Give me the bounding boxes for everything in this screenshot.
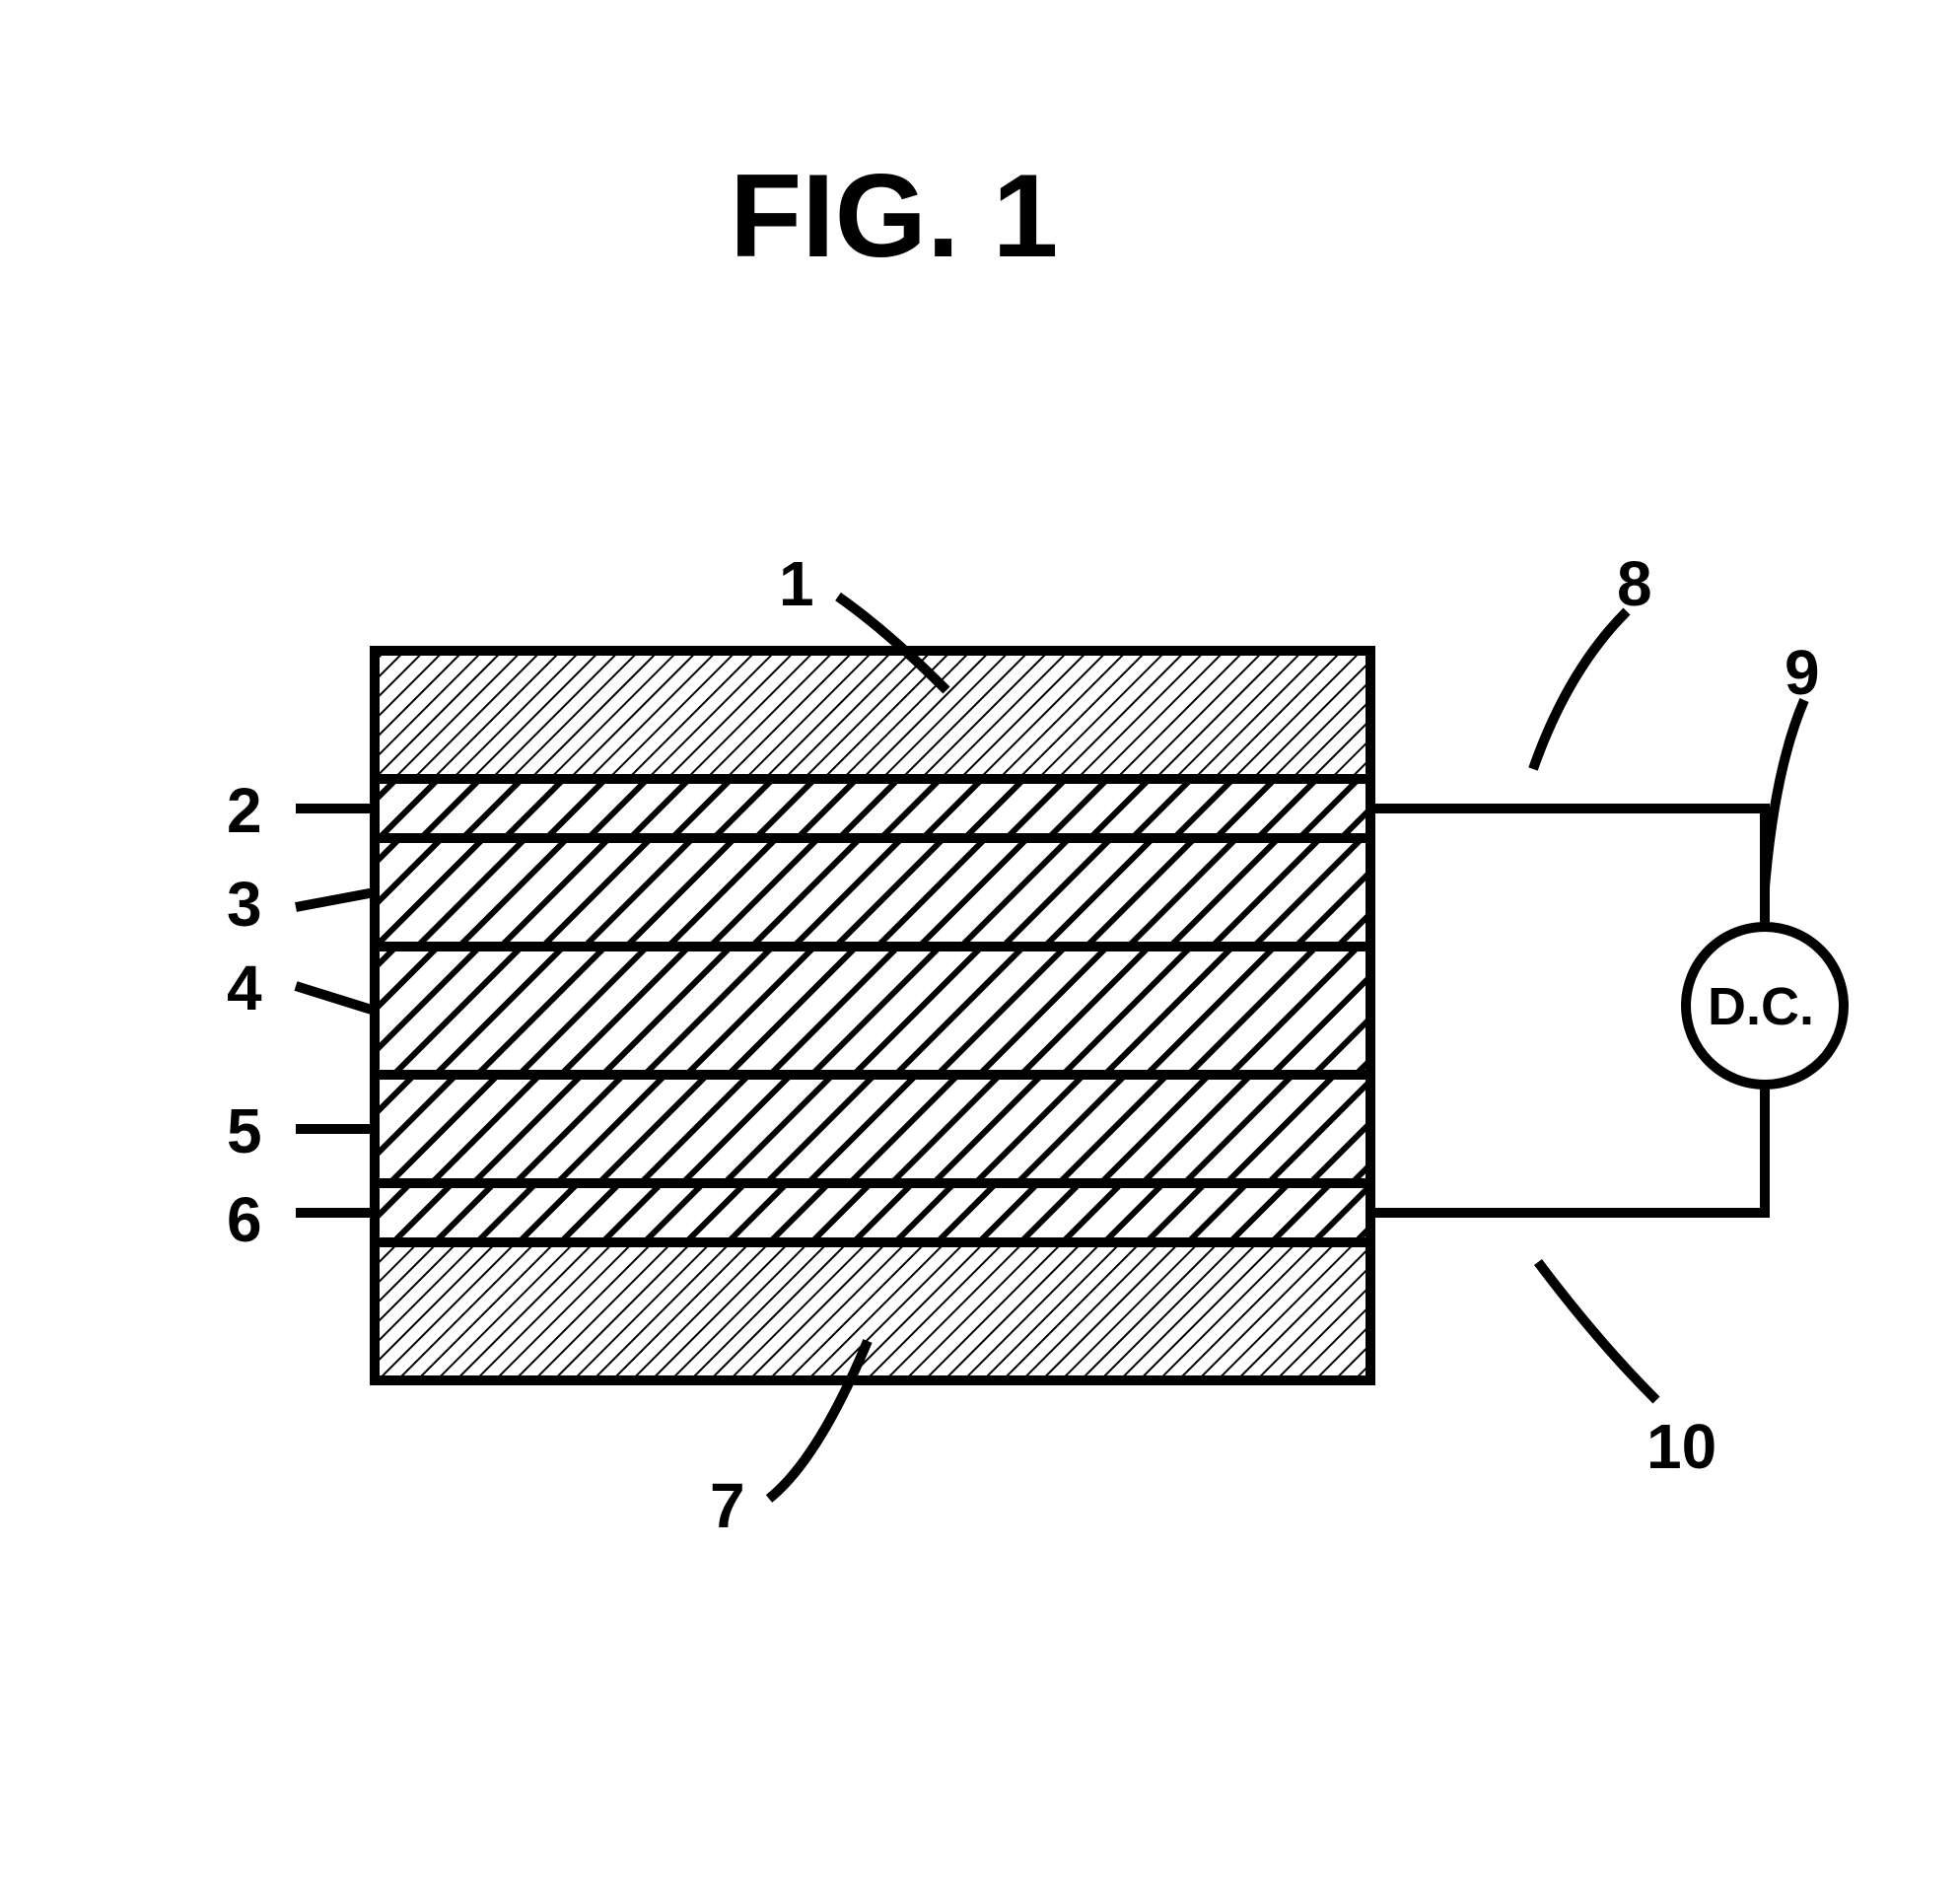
layer-6 [375,1183,1370,1242]
leader-line-8 [1533,611,1627,769]
reference-label-8: 8 [1617,547,1652,620]
layer-5 [375,1075,1370,1183]
reference-label-7: 7 [710,1469,745,1542]
reference-label-5: 5 [227,1094,262,1167]
reference-label-9: 9 [1785,636,1820,709]
layer-4 [375,947,1370,1075]
leader-line-10 [1538,1262,1656,1400]
reference-label-4: 4 [227,951,262,1024]
leader-line-9 [1765,700,1804,887]
layer-7 [375,1242,1370,1380]
leader-line-4 [296,986,375,1011]
figure-title: FIG. 1 [730,148,1058,284]
reference-label-10: 10 [1646,1410,1716,1483]
reference-label-6: 6 [227,1183,262,1256]
layer-1 [375,651,1370,779]
diagram-svg [0,0,1960,1901]
reference-label-3: 3 [227,868,262,941]
reference-label-2: 2 [227,774,262,847]
layer-3 [375,838,1370,947]
layer-stack [375,651,1370,1380]
layer-2 [375,779,1370,838]
leader-line-3 [296,892,375,907]
reference-label-1: 1 [779,547,814,620]
dc-source-label: D.C. [1708,976,1814,1037]
